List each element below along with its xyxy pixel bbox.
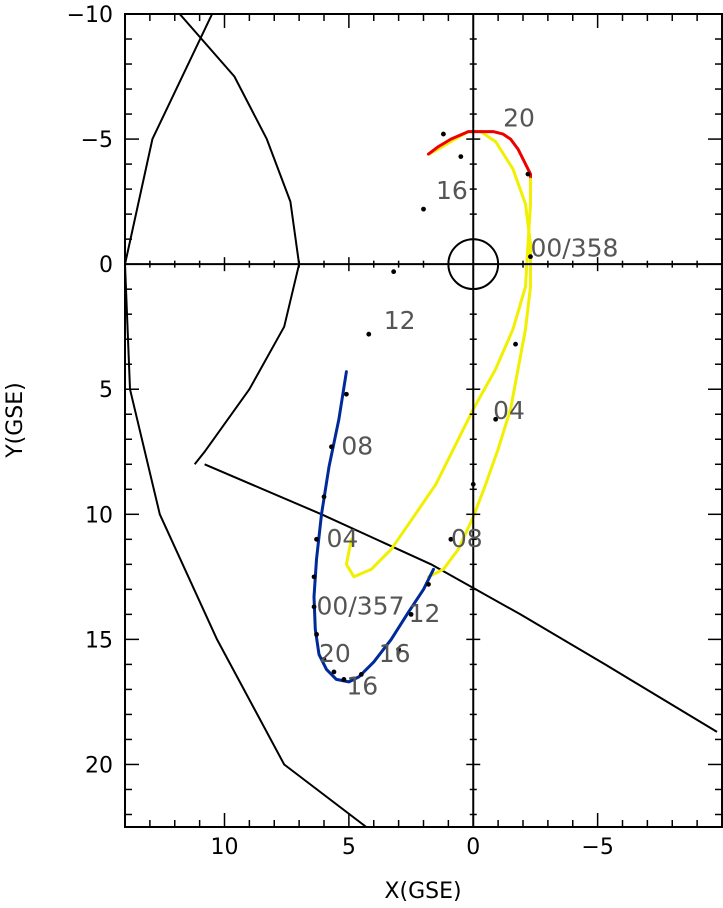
boundary-curve-3: [204, 463, 718, 733]
boundary-curve-1: [178, 14, 301, 465]
trajectory-1-segment-2: [427, 130, 532, 181]
time-label: 12: [409, 599, 441, 628]
time-label: 08: [341, 431, 373, 460]
trajectory-2-marker-12: [396, 646, 402, 652]
trajectory-2-marker-13: [408, 611, 414, 617]
trajectory-1-marker-2: [525, 171, 531, 177]
trajectory-1-marker-11: [458, 154, 464, 159]
time-label: 20: [503, 104, 535, 133]
y-tick-label: 10: [85, 503, 113, 528]
y-tick-label: 20: [85, 753, 113, 778]
trajectory-2-marker-1: [343, 391, 349, 397]
axes: [124, 13, 723, 828]
time-label: 00/358: [530, 234, 618, 263]
y-tick-label: 15: [85, 628, 113, 653]
trajectory-1-marker-5: [493, 416, 499, 422]
trajectory-2-marker-6: [311, 604, 317, 610]
plot-frame: [124, 13, 723, 828]
trajectory-1-marker-3: [528, 254, 533, 260]
time-label: 00/357: [317, 591, 405, 620]
trajectory-2-marker-4: [314, 536, 319, 542]
time-label: 12: [384, 306, 416, 335]
x-tick-label: 10: [211, 835, 239, 860]
y-tick-label: −10: [67, 3, 113, 28]
trajectory-1-segment-3: [344, 177, 532, 579]
time-label: 08: [451, 524, 483, 553]
trajectory-1-marker-1: [441, 131, 446, 137]
trajectory-2-marker-10: [341, 677, 347, 682]
time-label: 16: [346, 671, 378, 700]
x-tick-label: −5: [581, 835, 613, 860]
trajectory-2-marker-8: [321, 656, 327, 662]
trajectory-1-marker-9: [391, 269, 397, 275]
tick-labels: 10 5 0 −5 −10 −5 0 5 10 15 20: [67, 3, 614, 860]
x-tick-label: 0: [466, 835, 480, 860]
trajectory-2-marker-14: [426, 581, 431, 587]
boundary-curves: [125, 14, 718, 827]
time-label: 20: [319, 639, 351, 668]
trajectory-2-marker-3: [321, 494, 327, 500]
trajectory-2-marker-9: [331, 669, 337, 675]
trajectory-2-marker-2: [329, 444, 334, 450]
boundary-curve-2: [125, 14, 367, 827]
trajectory-1-marker-7: [448, 536, 454, 542]
trajectory-1-marker-10: [421, 206, 426, 212]
y-axis-title: Y(GSE): [3, 382, 28, 459]
time-label: 04: [326, 524, 358, 553]
y-tick-label: −5: [81, 128, 113, 153]
y-tick-label: 0: [99, 253, 113, 278]
trajectory-2-marker-11: [358, 672, 364, 677]
trajectory-1-marker-4: [513, 341, 518, 347]
x-tick-label: 5: [342, 835, 356, 860]
trajectory-1-marker-8: [366, 331, 372, 337]
trajectory-2-marker-5: [311, 574, 317, 580]
y-tick-label: 5: [99, 378, 113, 403]
time-label: 16: [379, 639, 411, 668]
trajectory-2-marker-7: [314, 631, 319, 637]
time-label: 16: [436, 176, 468, 205]
time-label: 04: [493, 396, 525, 425]
x-axis-title: X(GSE): [384, 879, 461, 904]
